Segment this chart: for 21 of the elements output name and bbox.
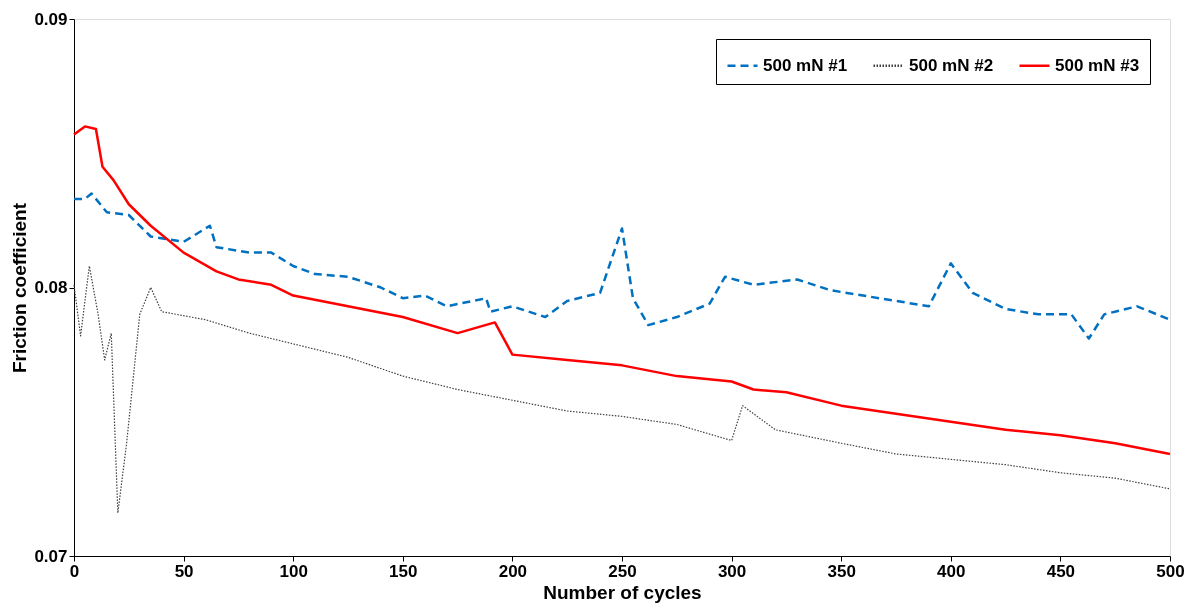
x-tick-label: 400 <box>937 561 966 581</box>
x-tick-label: 350 <box>827 561 856 581</box>
x-tick-label: 100 <box>279 561 308 581</box>
legend-label: 500 mN #2 <box>909 55 994 75</box>
x-axis-title: Number of cycles <box>543 581 702 603</box>
x-tick-label: 150 <box>389 561 418 581</box>
x-tick-label: 300 <box>717 561 747 581</box>
y-tick-label: 0.07 <box>34 546 68 566</box>
x-tick-label: 0 <box>69 561 80 581</box>
y-axis-title: Friction coefficient <box>9 202 31 373</box>
line-series <box>73 265 1171 514</box>
y-tick-label: 0.09 <box>34 9 68 29</box>
legend-label: 500 mN #1 <box>763 55 848 75</box>
legend-label: 500 mN #3 <box>1055 55 1140 75</box>
x-tick-label: 450 <box>1046 561 1076 581</box>
y-tick-label: 0.08 <box>34 278 68 297</box>
x-tick-label: 200 <box>498 561 528 581</box>
x-tick-label: 500 <box>1156 561 1185 581</box>
x-tick-label: 250 <box>608 561 637 581</box>
x-tick-label: 50 <box>174 561 194 581</box>
line-series <box>72 125 1172 456</box>
